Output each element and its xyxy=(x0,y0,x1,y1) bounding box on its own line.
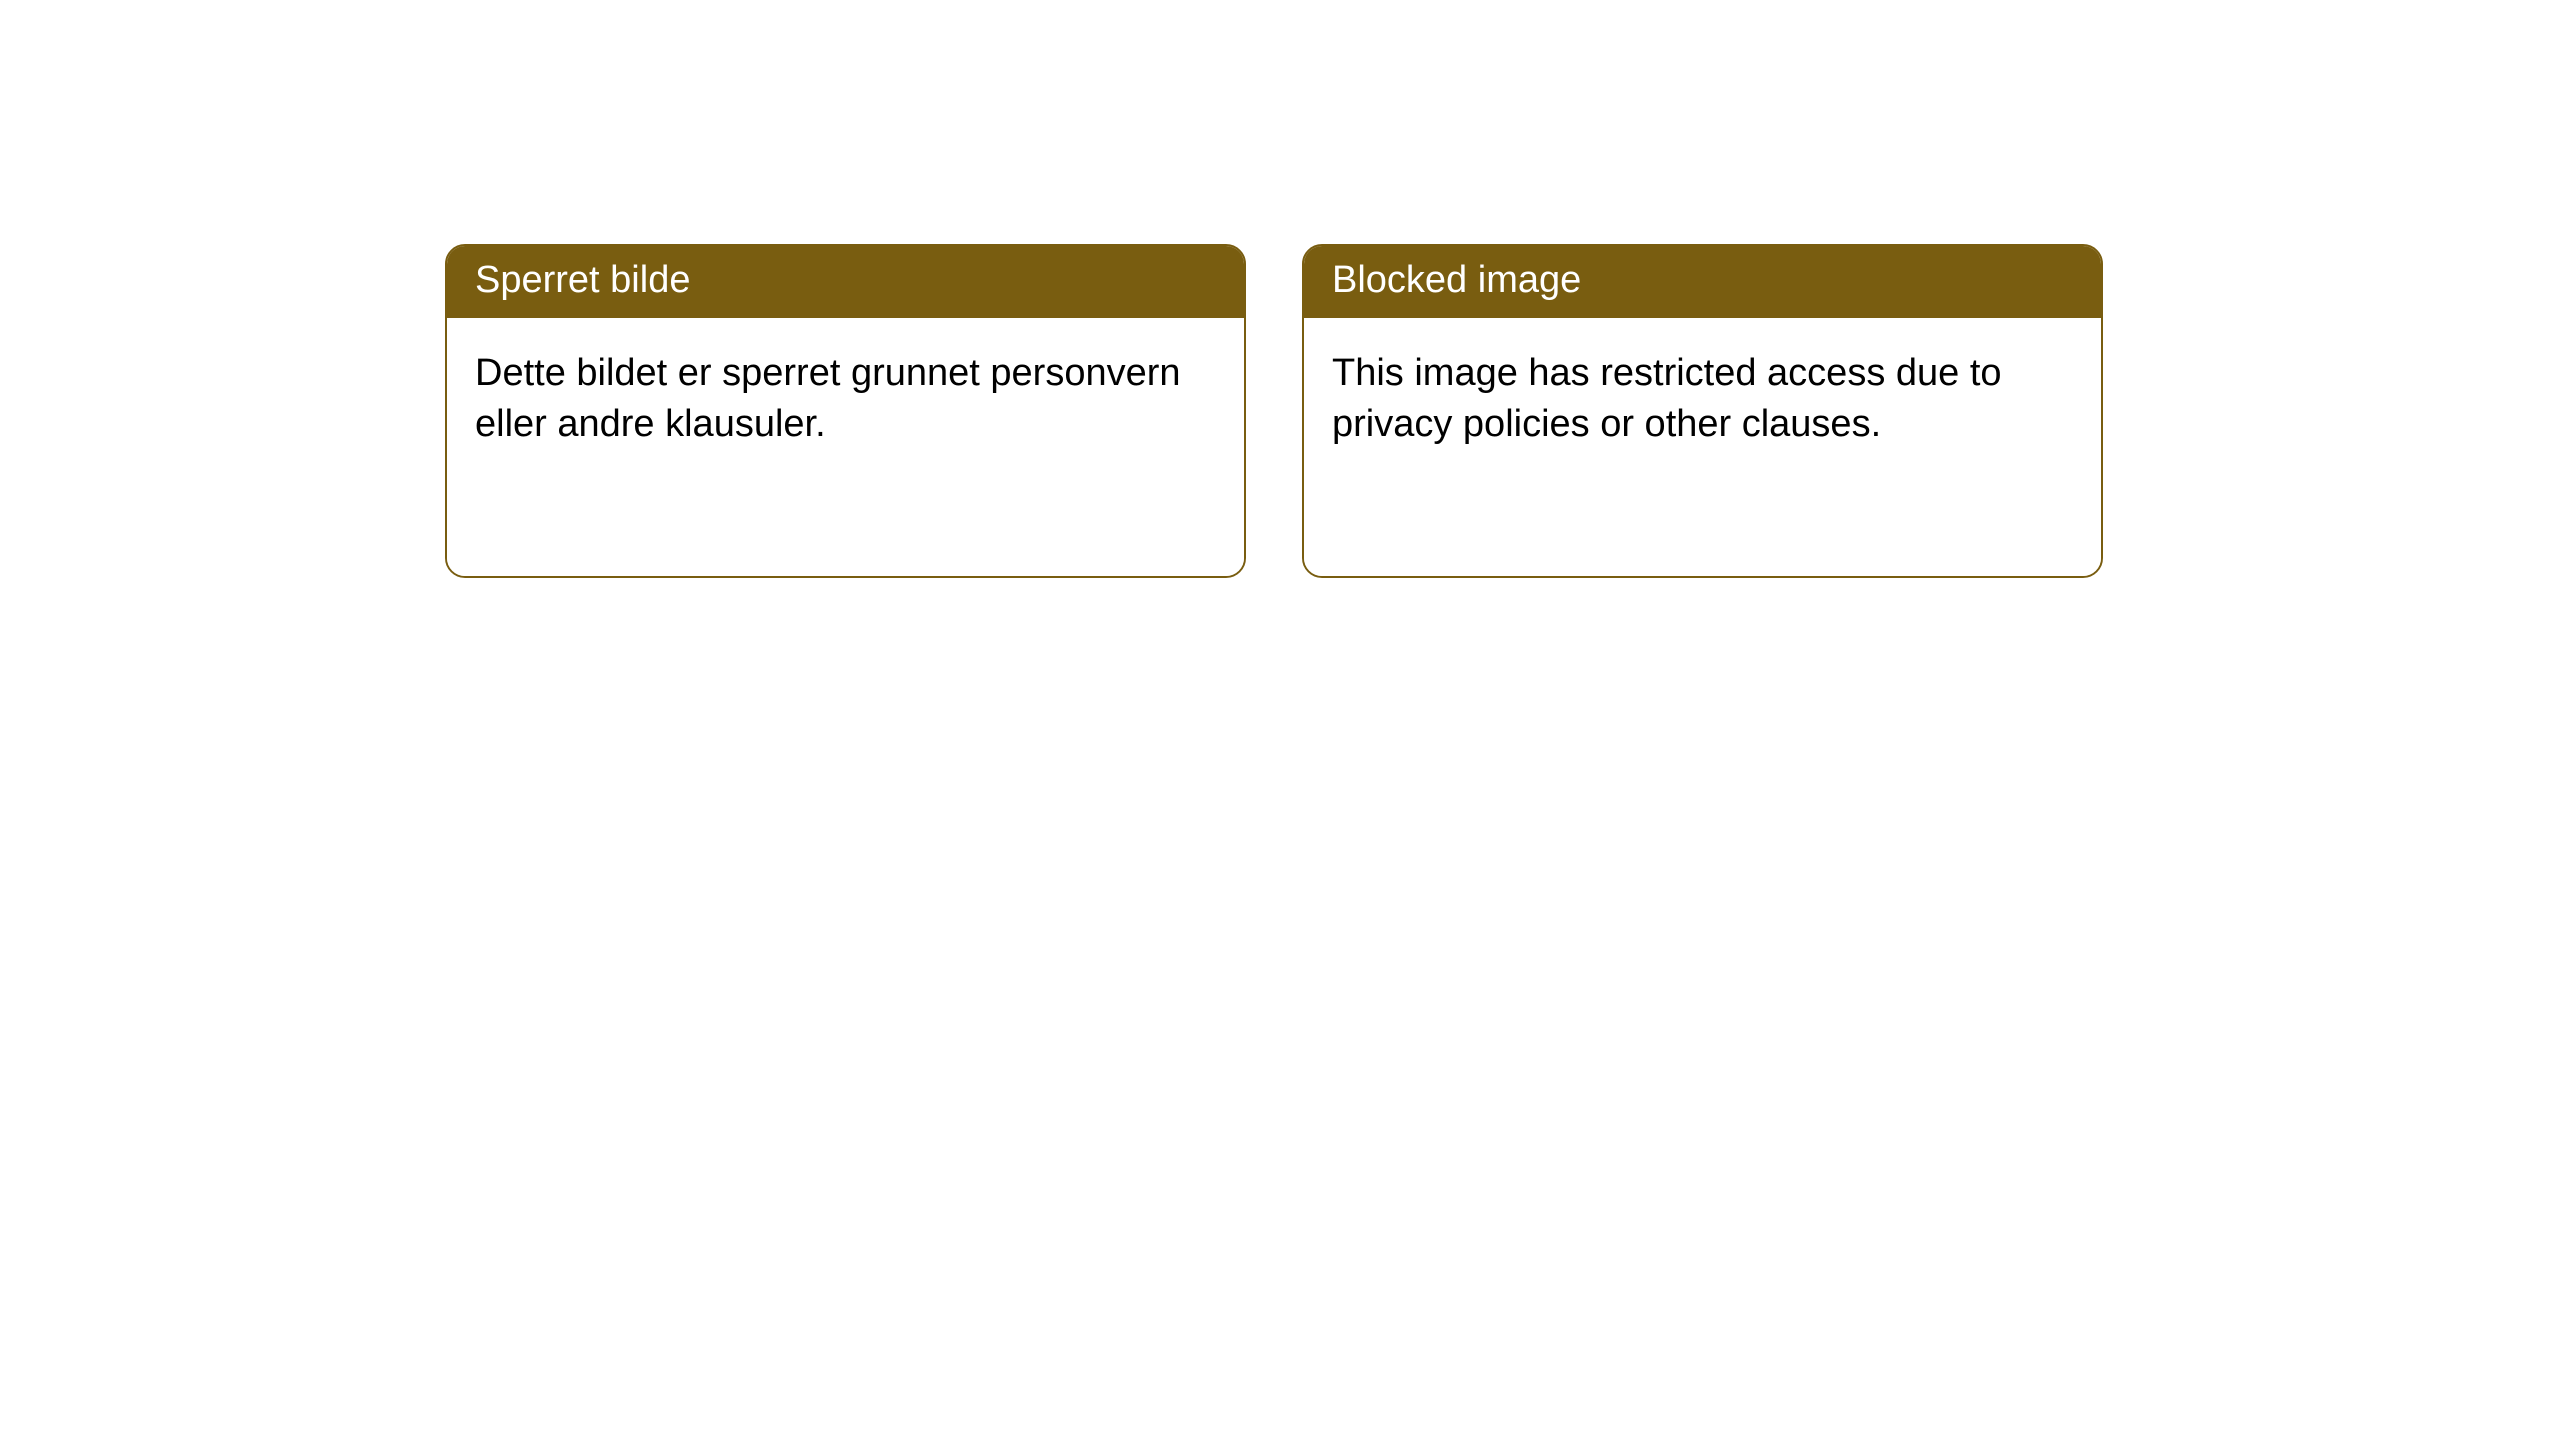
notice-cards-row: Sperret bilde Dette bildet er sperret gr… xyxy=(445,244,2103,578)
card-body-no: Dette bildet er sperret grunnet personve… xyxy=(447,318,1244,576)
card-body-en: This image has restricted access due to … xyxy=(1304,318,2101,576)
blocked-image-card-no: Sperret bilde Dette bildet er sperret gr… xyxy=(445,244,1246,578)
card-header-en: Blocked image xyxy=(1304,246,2101,318)
card-header-no: Sperret bilde xyxy=(447,246,1244,318)
blocked-image-card-en: Blocked image This image has restricted … xyxy=(1302,244,2103,578)
